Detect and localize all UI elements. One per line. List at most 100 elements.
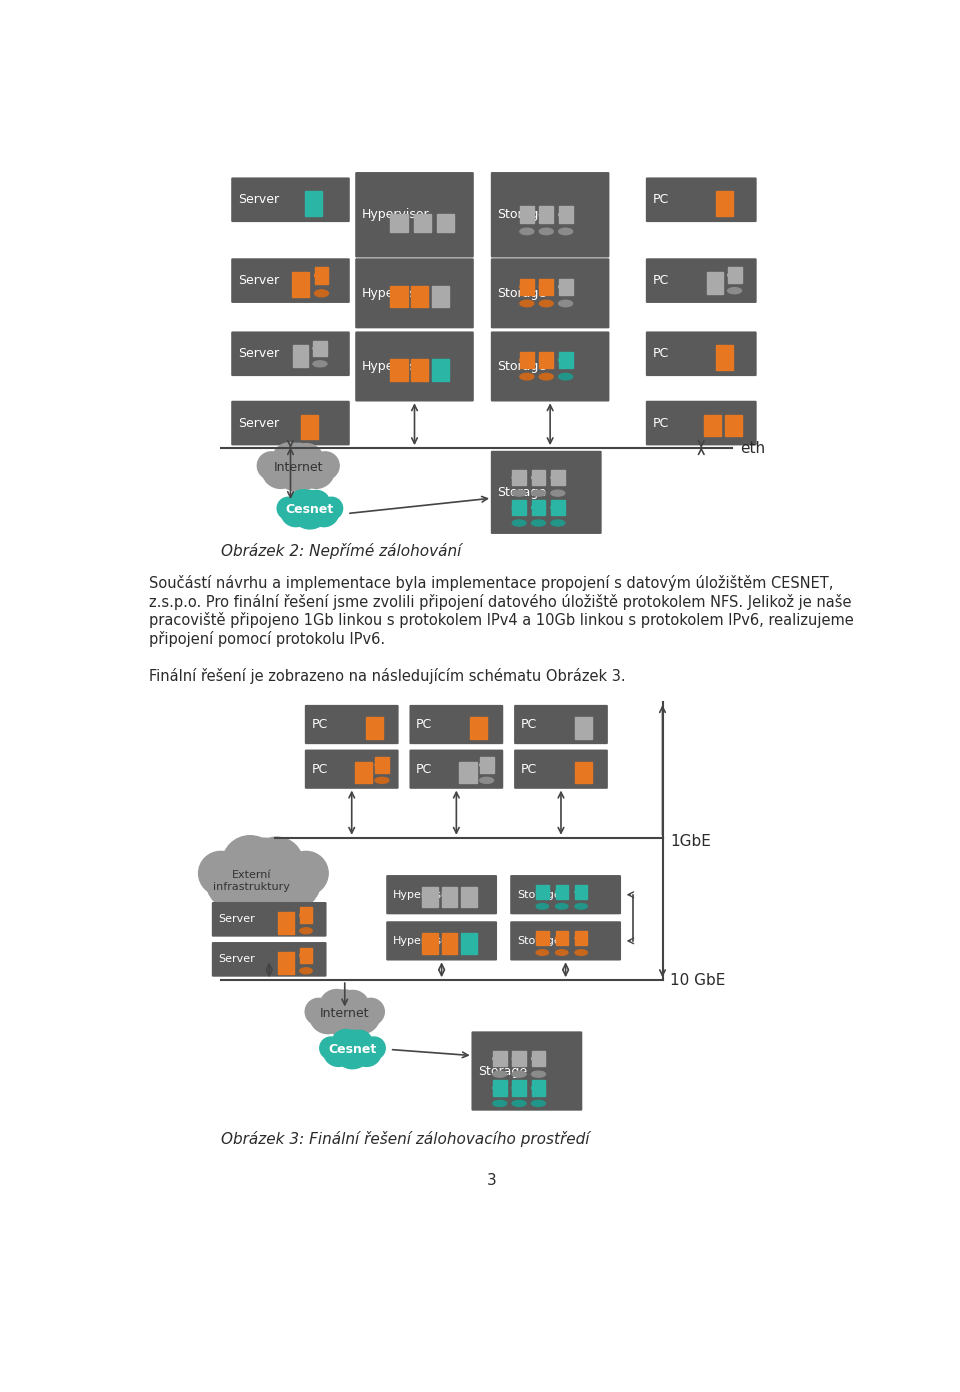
Ellipse shape — [532, 475, 545, 480]
Bar — [705, 415, 721, 436]
Ellipse shape — [315, 290, 328, 296]
FancyBboxPatch shape — [646, 177, 756, 223]
Text: Storage: Storage — [497, 287, 546, 299]
Text: připojení pomocí protokolu IPv6.: připojení pomocí protokolu IPv6. — [150, 631, 386, 646]
Bar — [461, 934, 476, 954]
Circle shape — [333, 1030, 372, 1069]
Ellipse shape — [520, 301, 534, 306]
Circle shape — [320, 1037, 342, 1059]
Ellipse shape — [512, 490, 526, 496]
Bar — [532, 1080, 545, 1096]
Ellipse shape — [520, 228, 534, 235]
Bar — [442, 887, 457, 908]
Bar — [437, 214, 454, 232]
Bar — [559, 352, 572, 369]
FancyBboxPatch shape — [646, 259, 756, 303]
Circle shape — [199, 852, 243, 895]
Bar — [492, 1080, 507, 1096]
Bar — [540, 352, 553, 369]
Circle shape — [324, 1037, 353, 1066]
FancyBboxPatch shape — [386, 922, 497, 960]
Bar — [537, 885, 548, 899]
Ellipse shape — [532, 1084, 545, 1091]
Text: PC: PC — [520, 718, 537, 731]
Ellipse shape — [492, 1070, 507, 1077]
Bar — [412, 359, 428, 380]
Ellipse shape — [540, 301, 553, 306]
FancyBboxPatch shape — [231, 177, 349, 223]
Circle shape — [273, 443, 307, 477]
Circle shape — [310, 998, 346, 1034]
FancyBboxPatch shape — [212, 942, 326, 977]
Bar — [412, 285, 428, 308]
FancyBboxPatch shape — [212, 902, 326, 937]
Bar — [480, 757, 493, 773]
Text: Server: Server — [238, 416, 279, 430]
Circle shape — [298, 451, 334, 489]
Ellipse shape — [537, 889, 548, 895]
Text: Storage: Storage — [497, 361, 546, 373]
FancyBboxPatch shape — [510, 876, 621, 915]
Ellipse shape — [375, 777, 389, 784]
Bar — [575, 717, 592, 739]
Circle shape — [351, 1037, 381, 1066]
Bar — [492, 1051, 507, 1066]
Bar — [278, 952, 294, 974]
Bar — [556, 931, 568, 945]
Text: infrastruktury: infrastruktury — [213, 883, 290, 892]
Bar — [391, 285, 408, 308]
Circle shape — [262, 852, 321, 910]
Bar — [520, 206, 534, 223]
Circle shape — [284, 852, 328, 895]
Ellipse shape — [559, 212, 572, 219]
Ellipse shape — [532, 521, 545, 526]
Ellipse shape — [532, 504, 545, 511]
Ellipse shape — [375, 761, 389, 768]
Ellipse shape — [313, 361, 327, 367]
Text: PC: PC — [520, 763, 537, 775]
Ellipse shape — [520, 212, 534, 219]
Text: Obrázek 2: Nepřímé zálohování: Obrázek 2: Nepřímé zálohování — [221, 543, 461, 558]
Bar — [540, 278, 553, 295]
Circle shape — [206, 852, 265, 910]
Ellipse shape — [559, 373, 572, 380]
Ellipse shape — [532, 490, 545, 496]
Circle shape — [344, 998, 380, 1034]
Ellipse shape — [512, 504, 526, 511]
Text: Storage: Storage — [516, 935, 561, 947]
Text: 3: 3 — [487, 1173, 497, 1189]
FancyBboxPatch shape — [355, 173, 474, 258]
Bar — [540, 206, 553, 223]
Bar — [512, 1051, 526, 1066]
Bar — [532, 470, 545, 486]
Text: Server: Server — [238, 347, 279, 361]
FancyBboxPatch shape — [355, 259, 474, 329]
Circle shape — [290, 444, 324, 477]
Ellipse shape — [300, 912, 312, 919]
Bar — [461, 887, 476, 908]
Ellipse shape — [575, 903, 588, 909]
Text: PC: PC — [416, 718, 432, 731]
Circle shape — [321, 497, 343, 519]
FancyBboxPatch shape — [355, 331, 474, 401]
Text: Hypervisor: Hypervisor — [362, 209, 429, 221]
Ellipse shape — [512, 1101, 526, 1107]
Bar — [432, 285, 449, 308]
Text: Storage: Storage — [478, 1065, 527, 1077]
Ellipse shape — [556, 903, 568, 909]
Bar — [315, 267, 328, 284]
Text: Server: Server — [219, 915, 255, 924]
Ellipse shape — [480, 777, 493, 784]
Bar — [313, 341, 327, 356]
Ellipse shape — [512, 475, 526, 480]
Bar — [292, 273, 309, 296]
Ellipse shape — [512, 1070, 526, 1077]
Text: Hypervisor: Hypervisor — [362, 361, 429, 373]
Circle shape — [337, 991, 369, 1023]
Ellipse shape — [556, 889, 568, 895]
Text: Internet: Internet — [274, 461, 323, 473]
FancyBboxPatch shape — [305, 749, 398, 789]
Ellipse shape — [512, 1055, 526, 1062]
Circle shape — [322, 990, 368, 1037]
FancyBboxPatch shape — [510, 922, 621, 960]
